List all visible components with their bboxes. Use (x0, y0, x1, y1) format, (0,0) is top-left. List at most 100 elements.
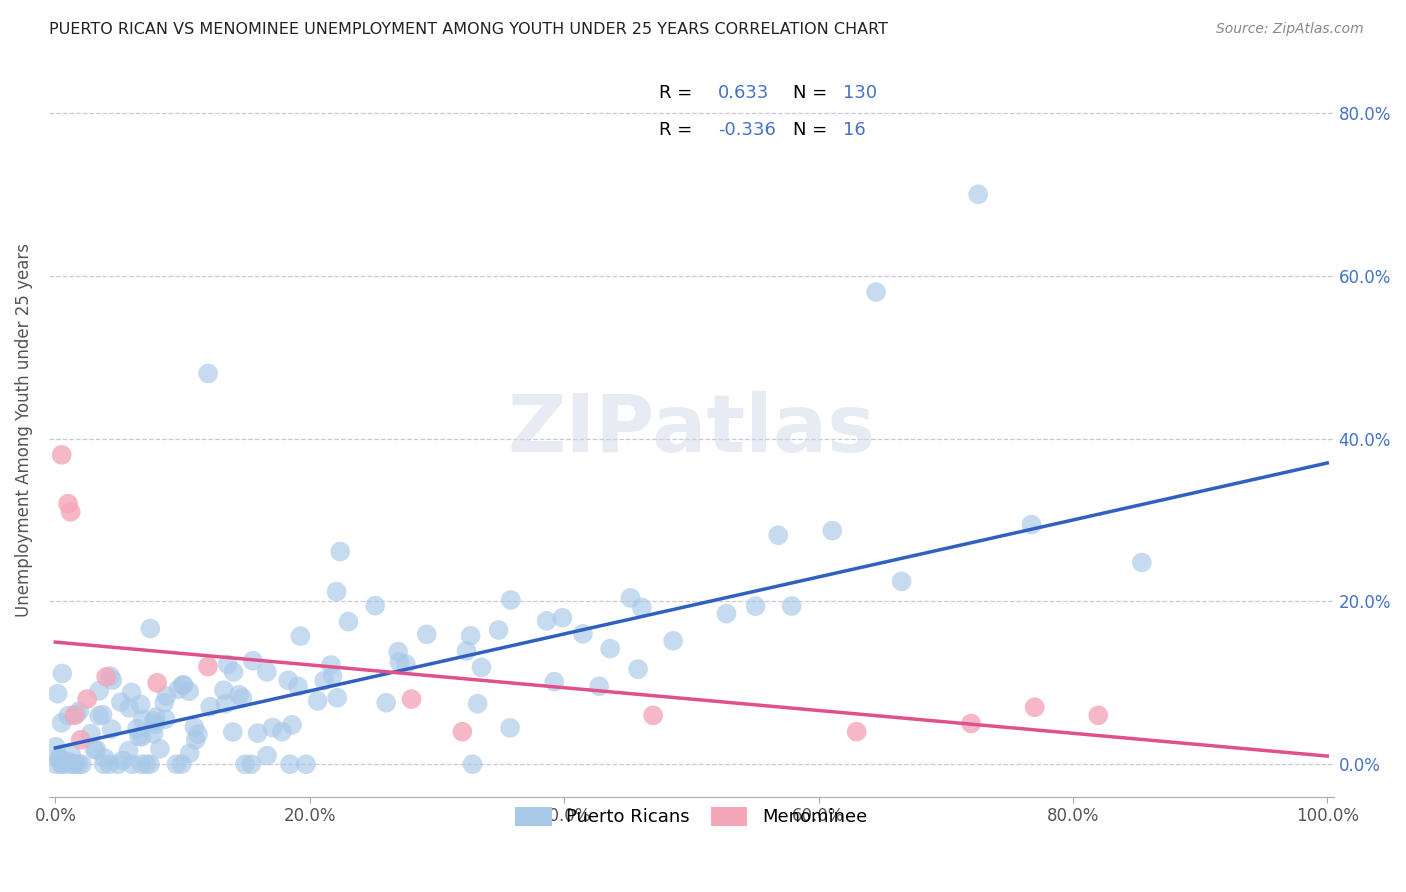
Point (129, 698, 152, 712)
Point (110, 695, 132, 709)
Point (67, 704, 90, 718)
Point (51, 448, 73, 462)
Point (662, 633, 685, 648)
Point (488, 623, 510, 637)
Point (375, 696, 398, 710)
Point (132, 712, 155, 726)
Point (131, 757, 153, 772)
Text: 0.633: 0.633 (718, 85, 769, 103)
Text: -0.336: -0.336 (718, 121, 776, 139)
Point (65, 707, 87, 722)
Point (149, 741, 172, 756)
Point (256, 748, 278, 763)
Point (197, 659, 219, 673)
Point (960, 716, 983, 731)
Point (51, 715, 73, 730)
Point (58, 708, 80, 723)
Point (45, 739, 67, 754)
Point (98, 669, 121, 683)
Point (456, 644, 478, 658)
Point (222, 725, 245, 739)
Point (337, 615, 360, 629)
Point (128, 729, 150, 743)
Point (46, 687, 69, 701)
Point (62, 757, 84, 772)
Point (588, 679, 610, 693)
Point (287, 680, 309, 694)
Point (187, 727, 209, 741)
Point (93, 757, 115, 772)
Point (60, 747, 83, 762)
Text: Source: ZipAtlas.com: Source: ZipAtlas.com (1216, 22, 1364, 37)
Point (1130, 556, 1153, 570)
Point (121, 757, 143, 772)
Point (388, 655, 411, 669)
Point (56, 755, 79, 769)
Point (167, 682, 190, 697)
Point (307, 694, 329, 708)
Point (200, 699, 222, 714)
Text: ZIPatlas: ZIPatlas (508, 392, 876, 469)
Point (121, 685, 143, 699)
Point (329, 544, 352, 558)
Point (643, 708, 665, 723)
Point (231, 690, 253, 705)
Point (179, 684, 201, 698)
Point (155, 689, 177, 703)
Point (240, 757, 263, 772)
Point (890, 574, 912, 589)
Point (326, 690, 349, 705)
Point (364, 599, 387, 613)
Point (217, 657, 239, 672)
Point (233, 757, 256, 772)
Point (295, 757, 318, 772)
Point (627, 662, 650, 676)
Point (536, 614, 558, 628)
Point (107, 757, 129, 772)
Point (179, 746, 201, 760)
Point (470, 660, 492, 674)
Point (101, 673, 124, 687)
Point (387, 645, 409, 659)
Point (145, 710, 167, 724)
Point (290, 629, 312, 643)
Point (744, 599, 766, 614)
Point (543, 674, 565, 689)
Point (1021, 517, 1043, 532)
Point (270, 724, 292, 739)
Point (197, 367, 219, 381)
Point (1024, 700, 1046, 714)
Point (100, 722, 122, 736)
Point (214, 697, 236, 711)
Point (212, 683, 235, 698)
Point (80, 726, 103, 740)
Point (184, 732, 207, 747)
Point (165, 757, 187, 772)
Point (139, 622, 162, 636)
Point (111, 753, 134, 767)
Text: R =: R = (659, 85, 699, 103)
Point (94, 751, 117, 765)
Text: R =: R = (659, 121, 699, 139)
Point (142, 714, 165, 728)
Point (599, 641, 621, 656)
Point (467, 697, 489, 711)
Point (59, 505, 82, 519)
Point (67, 757, 90, 772)
Point (153, 696, 176, 710)
Point (51, 757, 73, 772)
Legend: Puerto Ricans, Menominee: Puerto Ricans, Menominee (506, 798, 876, 836)
Y-axis label: Unemployment Among Youth under 25 years: Unemployment Among Youth under 25 years (15, 244, 32, 617)
Point (246, 726, 269, 740)
Point (173, 678, 195, 692)
Point (262, 721, 284, 735)
Point (131, 730, 153, 744)
Point (48, 751, 70, 765)
Point (415, 627, 437, 641)
Point (256, 665, 278, 679)
Text: 16: 16 (842, 121, 866, 139)
Point (461, 757, 484, 772)
Point (76, 692, 98, 706)
Point (619, 591, 641, 605)
Point (135, 757, 157, 772)
